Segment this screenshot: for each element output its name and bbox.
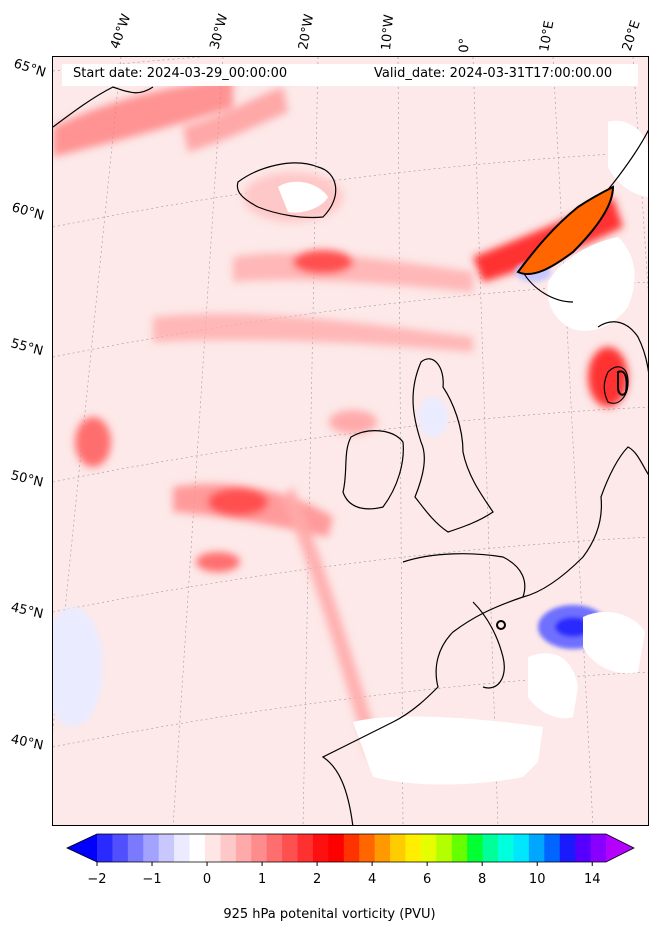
colorbar-tick-label: −1 [142, 872, 162, 887]
colorbar-tick-label: 6 [423, 872, 432, 887]
colorbar-swatch [343, 834, 360, 862]
colorbar-swatch [467, 834, 484, 862]
colorbar-swatch [174, 834, 191, 862]
colorbar-swatch [436, 834, 453, 862]
valid-date-label: Valid_date: 2024-03-31T17:00:00.00 [374, 66, 613, 81]
colorbar-swatch [513, 834, 530, 862]
colorbar-swatch [297, 834, 314, 862]
colorbar-swatch [189, 834, 206, 862]
pv-contours [496, 185, 628, 630]
colorbar-swatch [528, 834, 545, 862]
colorbar-swatch [374, 834, 391, 862]
colorbar-tick-label: 10 [528, 872, 546, 887]
colorbar-swatch [405, 834, 422, 862]
colorbar-swatch [112, 834, 129, 862]
colorbar-swatch [328, 834, 345, 862]
colorbar-swatch [127, 834, 144, 862]
colorbar-swatch [312, 834, 329, 862]
colorbar-tick-label: 4 [367, 872, 377, 887]
colorbar-tick-label: 8 [478, 872, 487, 887]
colorbar-swatch [420, 834, 437, 862]
colorbar-swatch [482, 834, 499, 862]
colorbar-swatch [451, 834, 468, 862]
colorbar-swatch [97, 834, 113, 862]
colorbar-swatch [266, 834, 283, 862]
colorbar-swatch [158, 834, 175, 862]
colorbar-outline [66, 833, 635, 863]
colorbar-swatch [590, 834, 607, 862]
colorbar-swatch [359, 834, 376, 862]
colorbar-tick-label: 14 [583, 872, 601, 887]
start-date-label: Start date: 2024-03-29_00:00:00 [73, 66, 288, 81]
colorbar-tick-label: 1 [257, 872, 267, 887]
colorbar-swatch [204, 834, 221, 862]
colorbar-swatch [143, 834, 160, 862]
masked-regions [278, 120, 648, 785]
colorbar-swatch [251, 834, 268, 862]
colorbar-max-arrow [606, 834, 634, 862]
colorbar-swatch [220, 834, 237, 862]
colorbar-swatch [390, 834, 406, 862]
colorbar-swatch [544, 834, 561, 862]
map-canvas [53, 57, 648, 825]
map-panel [52, 56, 649, 826]
colorbar-swatch [282, 834, 299, 862]
header-background [62, 64, 638, 86]
colorbar-min-arrow [67, 834, 97, 862]
colorbar-tick-label: 0 [202, 872, 212, 887]
colorbar-swatch [575, 834, 592, 862]
colorbar-swatch [559, 834, 576, 862]
colorbar-tick-label: 2 [312, 872, 322, 887]
colorbar-swatch [235, 834, 252, 862]
colorbar-tick-label: −2 [87, 872, 107, 887]
colorbar-label: 925 hPa potenital vorticity (PVU) [223, 907, 436, 922]
colorbar-swatch [498, 834, 514, 862]
